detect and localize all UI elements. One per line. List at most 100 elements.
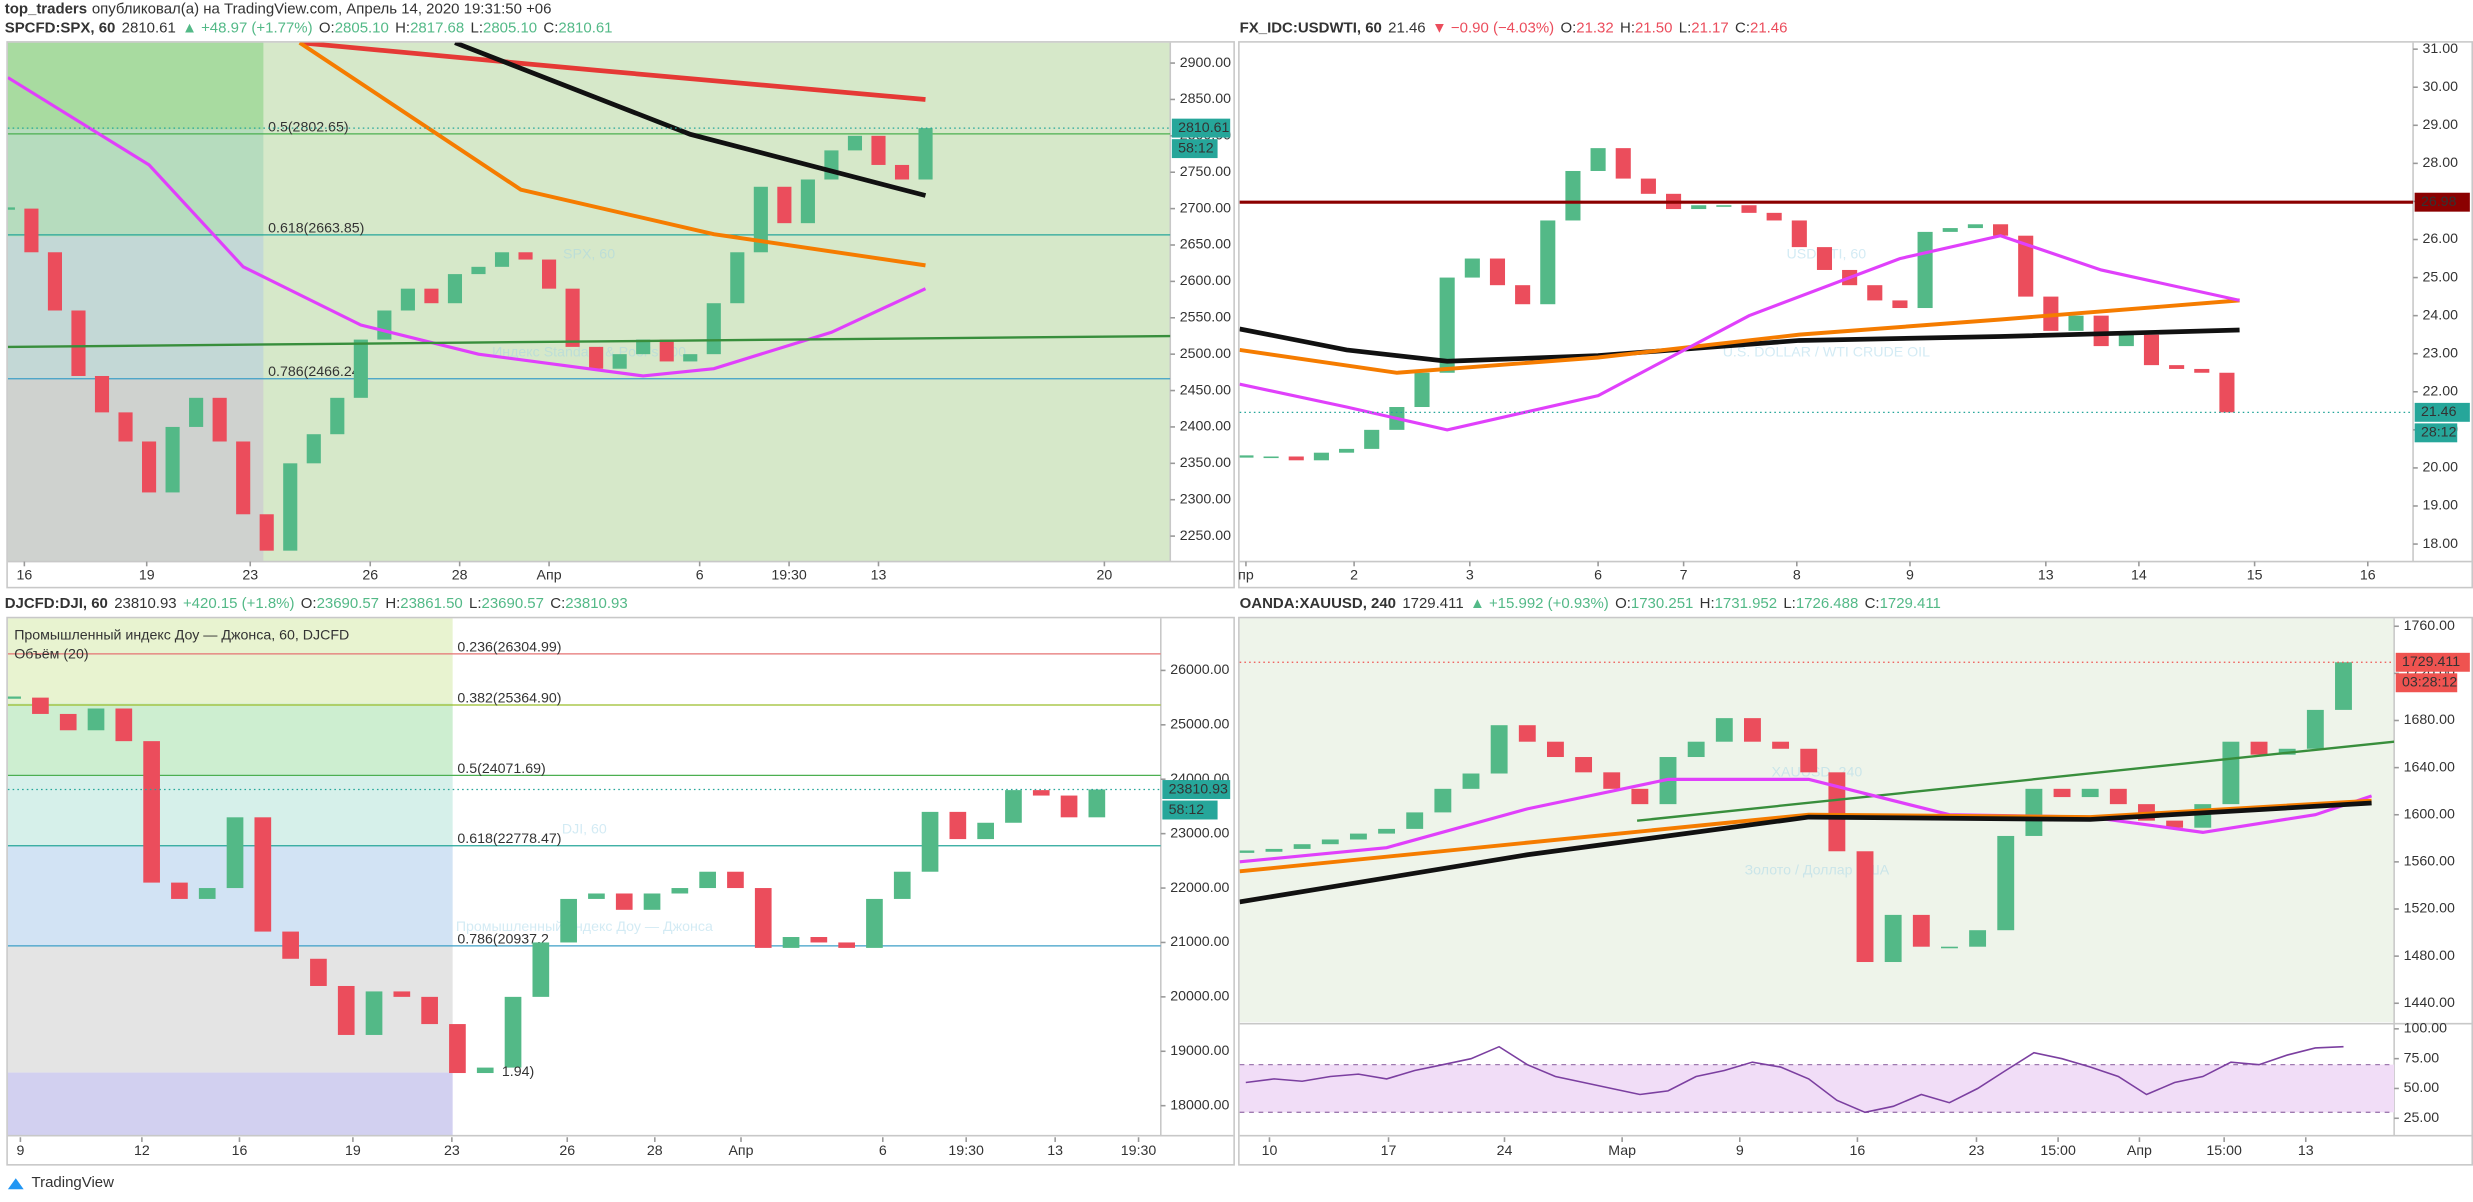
- ohlc-value: 2810.61: [558, 19, 612, 36]
- x-tick-label: 20: [1096, 568, 1112, 584]
- candle: [330, 397, 345, 435]
- candle: [847, 135, 863, 151]
- x-tick-label: 13: [871, 568, 887, 584]
- x-tick-label: 13: [2298, 1143, 2314, 1159]
- candle: [921, 811, 939, 872]
- candle: [1518, 725, 1536, 742]
- countdown-tag: [1171, 139, 1218, 159]
- candle: [949, 811, 967, 840]
- x-tick-label: 26: [362, 568, 378, 584]
- candle: [24, 208, 39, 253]
- last-price: 23810.93: [114, 595, 176, 612]
- candle: [1489, 258, 1506, 286]
- y-tick-label: 2300.00: [1180, 491, 1231, 507]
- candle: [727, 871, 744, 889]
- fib-label: 0.236(26304.99): [457, 639, 561, 655]
- y-tick-label: 2700.00: [1180, 200, 1231, 216]
- moving-average: [299, 42, 926, 102]
- pane-bg: [7, 946, 453, 1073]
- fib-label: 0.5(2802.65): [268, 119, 348, 135]
- candle: [699, 871, 716, 889]
- ohlc-label: L:: [1783, 595, 1795, 612]
- x-tick-label: 16: [16, 568, 32, 584]
- countdown: 03:28:12: [2402, 675, 2457, 691]
- candle: [565, 288, 580, 347]
- change: ▲ +48.97 (+1.77%): [182, 19, 313, 36]
- candle: [1941, 946, 1958, 949]
- x-tick-label: 16: [2360, 568, 2376, 584]
- price-tag-label: 26.98: [2421, 194, 2457, 210]
- rsi-line: [1245, 1045, 2344, 1114]
- candle: [1892, 300, 1908, 309]
- x-tick-label: 15:00: [2206, 1143, 2242, 1159]
- candle: [1265, 848, 1283, 852]
- candle: [1462, 773, 1480, 789]
- ohlc-label: O:: [319, 19, 335, 36]
- candle: [1546, 741, 1564, 758]
- price-tag: [2414, 402, 2470, 422]
- candle: [59, 713, 77, 731]
- publish-line: top_traders опубликовал(а) на TradingView…: [5, 1, 552, 18]
- y-tick-label: 2900.00: [1180, 55, 1231, 71]
- ohlc-value: 1731.952: [1715, 595, 1777, 612]
- y-tick-label: 2600.00: [1180, 273, 1231, 289]
- moving-average: [1239, 234, 2240, 432]
- x-tick-label: Мар: [1608, 1143, 1636, 1159]
- pane-bg: [7, 42, 264, 130]
- candle: [1912, 914, 1930, 947]
- symbol: OANDA:XAUUSD, 240: [1240, 595, 1396, 612]
- x-tick-label: Апр: [537, 568, 562, 584]
- moving-average: [1239, 800, 2372, 905]
- candle: [1575, 757, 1593, 773]
- author: top_traders: [5, 1, 87, 18]
- chart-header: OANDA:XAUUSD, 240 1729.411 ▲ +15.992 (+0.9…: [1240, 595, 1941, 612]
- candle: [1993, 224, 2009, 236]
- candle: [706, 303, 721, 355]
- y-tick-label: 31.00: [2423, 41, 2459, 57]
- candle: [977, 822, 994, 840]
- footer: TradingView: [32, 1174, 115, 1191]
- symbol: SPCFD:SPX, 60: [5, 19, 116, 36]
- y-tick-label: 26.00: [2423, 231, 2459, 247]
- y-tick-label: 23.00: [2423, 345, 2459, 361]
- y-tick-label: 75.00: [2404, 1050, 2440, 1066]
- candle: [1321, 839, 1339, 845]
- y-tick-label: 18.00: [2423, 536, 2459, 552]
- ohlc-value: 23690.57: [317, 595, 379, 612]
- candle: [236, 441, 251, 515]
- candle: [476, 1067, 494, 1074]
- ohlc-value: 21.46: [1750, 19, 1787, 36]
- candle: [2194, 804, 2212, 828]
- y-tick-label: 1520.00: [2404, 901, 2455, 917]
- candle: [1967, 224, 1983, 229]
- candle: [1856, 851, 1874, 963]
- candle: [1339, 448, 1355, 453]
- logo: [7, 1178, 24, 1190]
- candle: [1263, 456, 1279, 459]
- x-tick-label: 28: [452, 568, 468, 584]
- candle: [2219, 372, 2235, 413]
- candle: [259, 514, 274, 551]
- ohlc-label: H:: [395, 19, 410, 36]
- candle: [1313, 452, 1329, 461]
- ohlc-label: L:: [471, 19, 483, 36]
- y-tick-label: 2250.00: [1180, 528, 1231, 544]
- y-tick-label: 22000.00: [1170, 880, 1229, 896]
- ohlc-label: L:: [1679, 19, 1691, 36]
- countdown-tag: [1162, 800, 1218, 820]
- pane-bg: [7, 1072, 453, 1136]
- candle: [1590, 148, 1606, 171]
- y-tick-label: 1480.00: [2404, 948, 2455, 964]
- candle: [1917, 231, 1933, 309]
- y-tick-label: 2450.00: [1180, 382, 1231, 398]
- symbol: FX_IDC:USDWTI, 60: [1240, 19, 1382, 36]
- y-tick-label: 2500.00: [1180, 346, 1231, 362]
- y-tick-label: 1680.00: [2404, 712, 2455, 728]
- candle: [1603, 772, 1621, 789]
- x-tick-label: 19:30: [948, 1143, 984, 1159]
- candle: [1942, 228, 1958, 232]
- x-tick-label: 13: [1047, 1143, 1063, 1159]
- pane-bg: [7, 236, 264, 379]
- watermark: SPX, 60: [563, 247, 615, 263]
- candle: [47, 252, 63, 311]
